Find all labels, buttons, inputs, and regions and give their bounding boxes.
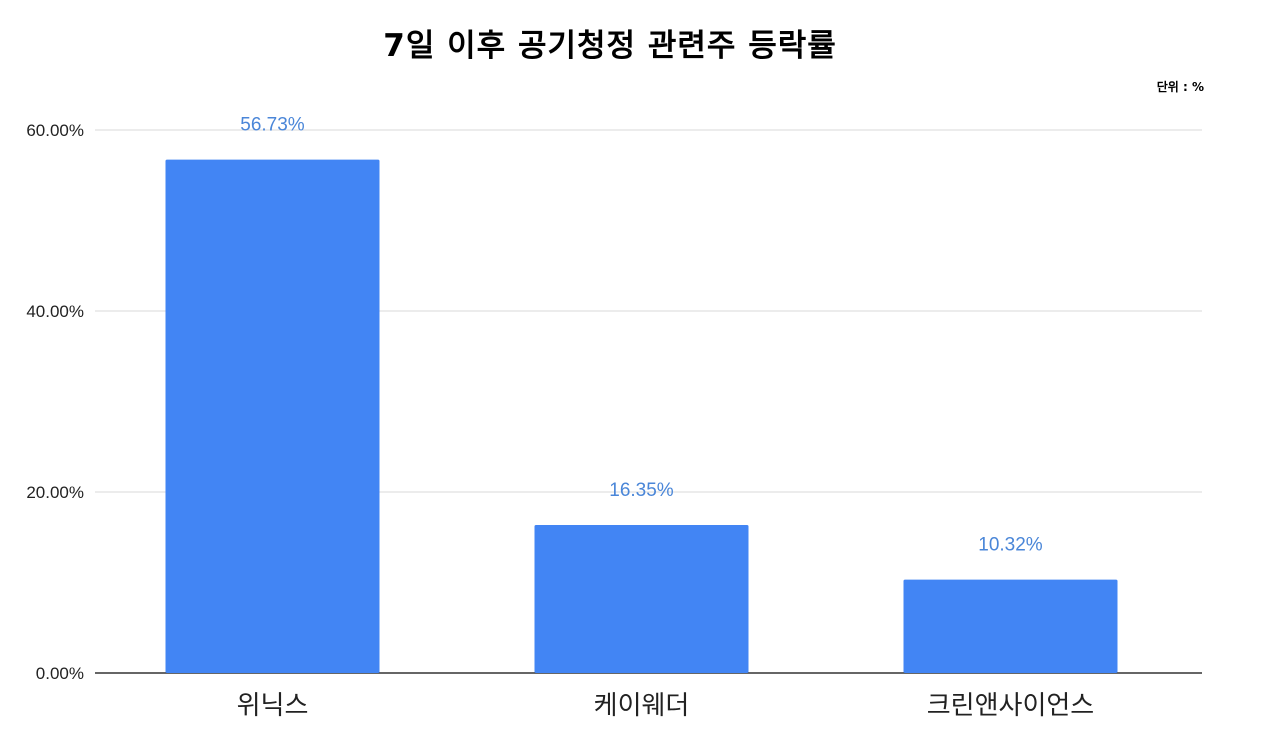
y-tick-label: 40.00%	[26, 302, 84, 321]
bar	[165, 159, 380, 673]
category-label: 크린앤사이언스	[927, 691, 1094, 721]
data-label: 16.35%	[609, 480, 674, 501]
bars	[165, 159, 1118, 673]
y-tick-label: 0.00%	[36, 664, 84, 683]
chart-title: 7일 이후 공기청정 관련주 등락률	[383, 28, 837, 64]
unit-note: 단위 : %	[1156, 80, 1204, 94]
category-label: 케이웨더	[594, 691, 690, 721]
category-label: 위닉스	[237, 691, 309, 721]
data-labels: 56.73% 16.35% 10.32%	[240, 115, 1043, 556]
y-axis-ticks: 0.00% 20.00% 40.00% 60.00%	[26, 121, 84, 683]
bar	[534, 525, 749, 673]
y-tick-label: 20.00%	[26, 483, 84, 502]
bar	[903, 579, 1118, 673]
data-label: 10.32%	[978, 535, 1043, 556]
y-tick-label: 60.00%	[26, 121, 84, 140]
data-label: 56.73%	[240, 115, 305, 136]
x-axis-categories: 위닉스 케이웨더 크린앤사이언스	[237, 691, 1095, 721]
